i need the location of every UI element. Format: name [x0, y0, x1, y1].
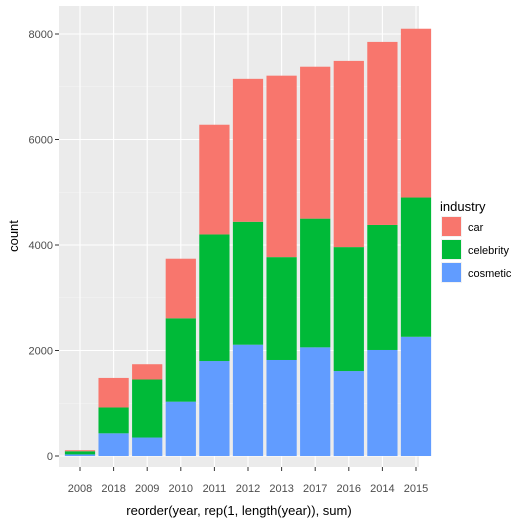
legend-key-cosmetic — [442, 263, 461, 282]
x-tick-label: 2014 — [370, 483, 394, 495]
x-axis: 2008 2018 2009 2010 2011 2012 2013 2017 2016 2014… — [68, 467, 428, 495]
bar-celebrity-2015 — [400, 197, 432, 337]
bar-celebrity-2008 — [64, 451, 96, 455]
y-tick-label: 8000 — [29, 29, 53, 41]
bar-cosmetic-2014 — [367, 349, 398, 456]
bar-celebrity-2011 — [199, 234, 230, 362]
legend-key-celebrity — [442, 240, 461, 259]
bar-car-2009 — [132, 364, 163, 380]
x-tick-label: 2008 — [68, 483, 92, 495]
legend-label-celebrity: celebrity — [468, 245, 509, 257]
y-axis-title: count — [6, 220, 21, 252]
bar-car-2012 — [232, 78, 264, 222]
x-tick-label: 2017 — [303, 483, 327, 495]
bar-car-2016 — [333, 60, 364, 248]
bars — [64, 28, 432, 456]
bar-cosmetic-2015 — [400, 336, 432, 456]
bar-cosmetic-2013 — [266, 360, 297, 456]
x-axis-title: reorder(year, rep(1, length(year)), sum) — [126, 503, 351, 518]
x-tick-label: 2010 — [169, 483, 193, 495]
bar-celebrity-2014 — [367, 224, 398, 350]
legend-key-car — [442, 217, 461, 236]
bar-celebrity-2018 — [98, 407, 129, 434]
x-tick-label: 2018 — [101, 483, 125, 495]
bar-celebrity-2012 — [232, 221, 264, 345]
bar-car-2018 — [98, 377, 129, 408]
bar-cosmetic-2017 — [300, 347, 331, 456]
bar-cosmetic-2010 — [165, 401, 196, 456]
y-tick-label: 6000 — [29, 135, 53, 147]
bar-cosmetic-2011 — [199, 361, 230, 456]
bar-cosmetic-2016 — [333, 371, 364, 456]
bar-car-2010 — [165, 258, 196, 319]
bar-celebrity-2009 — [132, 379, 163, 438]
x-tick-label: 2011 — [203, 483, 227, 495]
legend-label-car: car — [468, 222, 484, 234]
bar-celebrity-2016 — [333, 247, 364, 372]
bar-celebrity-2010 — [165, 318, 196, 402]
bar-celebrity-2017 — [300, 218, 331, 348]
bar-cosmetic-2008 — [64, 454, 96, 456]
y-tick-label: 2000 — [29, 346, 53, 358]
legend-title: industry — [440, 199, 486, 214]
x-tick-label: 2015 — [404, 483, 428, 495]
x-tick-label: 2012 — [236, 483, 260, 495]
bar-car-2008 — [64, 450, 96, 452]
x-tick-label: 2013 — [269, 483, 293, 495]
bar-car-2011 — [199, 124, 230, 235]
y-tick-label: 4000 — [29, 240, 53, 252]
bar-cosmetic-2018 — [98, 433, 129, 456]
legend-label-cosmetic: cosmetic — [468, 268, 512, 280]
bar-celebrity-2013 — [266, 257, 297, 360]
bar-car-2013 — [266, 75, 297, 258]
bar-car-2014 — [367, 41, 398, 225]
x-tick-label: 2009 — [135, 483, 159, 495]
bar-cosmetic-2012 — [232, 344, 264, 456]
y-tick-label: 0 — [47, 451, 53, 463]
legend: industry car celebrity cosmetic — [440, 199, 512, 283]
bar-car-2015 — [400, 28, 432, 198]
bar-cosmetic-2009 — [132, 437, 163, 456]
x-tick-label: 2016 — [337, 483, 361, 495]
bar-car-2017 — [300, 66, 331, 219]
y-axis: 0 2000 4000 6000 8000 — [29, 29, 59, 463]
